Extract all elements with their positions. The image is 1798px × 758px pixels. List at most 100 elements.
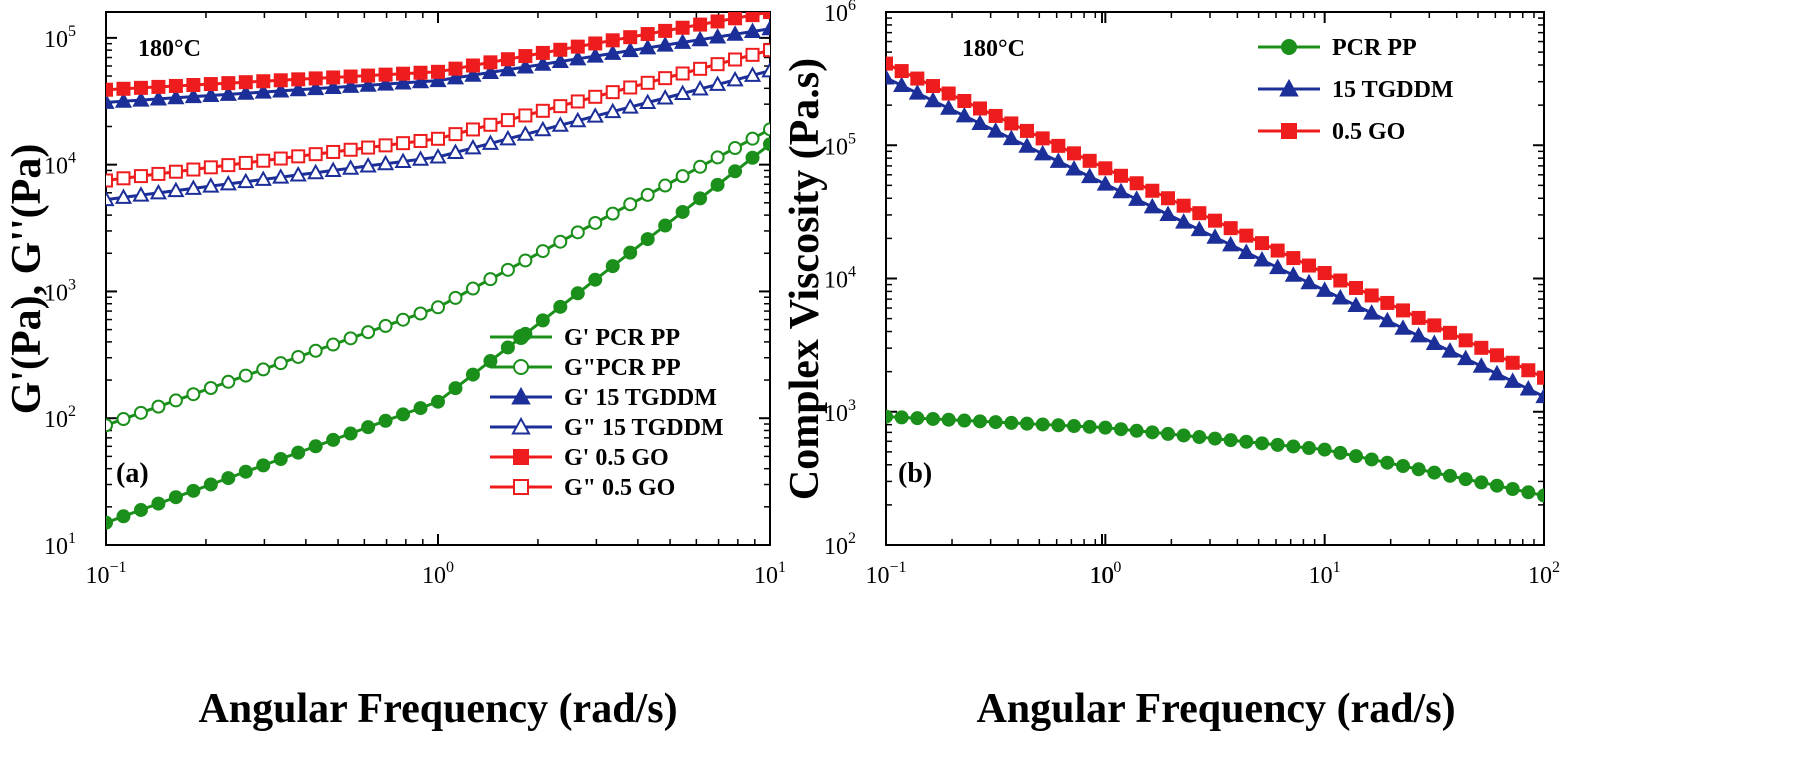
data-point [674,33,692,49]
data-point [1505,481,1520,496]
data-point [1159,205,1177,222]
data-point [941,412,956,427]
data-point [378,413,393,428]
data-point [1380,295,1395,310]
data-point [500,340,515,355]
data-point [396,136,411,151]
y-axis-title: G'(Pa), G''(Pa) [4,144,50,415]
data-point [940,99,958,115]
data-point [273,151,288,166]
data-point [693,191,708,206]
data-point [446,143,465,159]
data-point [908,84,926,100]
data-point [1347,296,1365,313]
data-point [924,91,942,108]
legend-marker [1281,39,1297,55]
data-point [1443,325,1457,340]
data-point [1537,488,1544,503]
data-point [1237,243,1255,259]
series-line [886,415,1544,498]
data-point [988,108,1003,123]
data-point [256,458,271,473]
data-point [728,52,743,67]
legend-entry-g-15-tgddm: G' 15 TGDDM [490,385,717,411]
data-point [464,66,482,82]
data-point [893,76,911,93]
legend: G' PCR PP G"PCR PP G' 15 TGDDM G" 15 TGDDM G… [490,325,724,501]
data-point [588,215,603,230]
data-point [1208,213,1222,228]
series-g-0-5-go [106,43,770,188]
series-g-15-tgddm [106,19,770,109]
data-point [1364,288,1379,303]
data-point [151,166,166,181]
data-point [448,290,463,305]
data-point [254,170,272,186]
data-point [763,43,770,58]
data-point [518,253,533,268]
data-point [289,80,307,97]
data-point [168,164,183,179]
data-point [291,149,306,164]
data-point [483,354,498,369]
y-tick-label: 106 [824,0,856,27]
data-point [1349,449,1363,464]
data-point [132,91,150,107]
series-g-0-5-go [106,12,770,97]
data-point [886,68,895,85]
data-point [1239,228,1254,243]
data-point [431,131,445,146]
data-point [273,356,288,371]
data-point [151,496,166,511]
data-point [910,411,925,426]
data-point [693,159,708,174]
data-point [1378,311,1396,328]
data-point [516,58,534,74]
data-point [658,218,673,233]
data-point [551,52,569,69]
data-point [675,20,690,35]
data-point [604,44,622,60]
data-point [500,262,515,277]
chart-panel-a: 10−1 100 101 10 101 102 103 104 105 Angular Frequ… [4,11,1114,732]
data-point [1175,213,1193,229]
legend-entry-g-0-5-go: G" 0.5 GO [490,475,675,501]
data-point [106,173,113,188]
data-point [448,381,463,396]
data-point [1020,416,1034,431]
data-point [588,272,603,287]
data-point [621,98,639,114]
data-point [307,163,325,180]
data-point [1190,220,1208,237]
data-point [378,67,393,82]
data-point [413,65,428,80]
data-point [465,58,480,73]
x-tick-label: 10−1 [865,559,906,589]
data-point [586,47,604,63]
data-point [1316,281,1334,297]
data-point [1519,380,1537,396]
data-point [1004,415,1019,430]
data-point [1441,342,1459,358]
data-point [656,89,674,105]
data-point [745,47,760,62]
legend-label: G"PCR PP [564,355,681,381]
data-point [237,172,255,189]
data-point [570,39,585,54]
data-point [238,368,253,383]
data-point [553,234,568,249]
data-point [167,181,185,198]
data-point [186,78,201,93]
data-point [1333,273,1348,288]
data-point [256,362,271,377]
data-point [1504,372,1522,388]
data-point [106,93,115,109]
data-point [623,245,638,260]
data-point [886,409,893,424]
data-point [728,12,743,26]
data-point [553,299,568,314]
data-point [957,413,972,428]
data-point [133,80,148,95]
data-point [1396,303,1410,318]
data-point [894,410,909,425]
